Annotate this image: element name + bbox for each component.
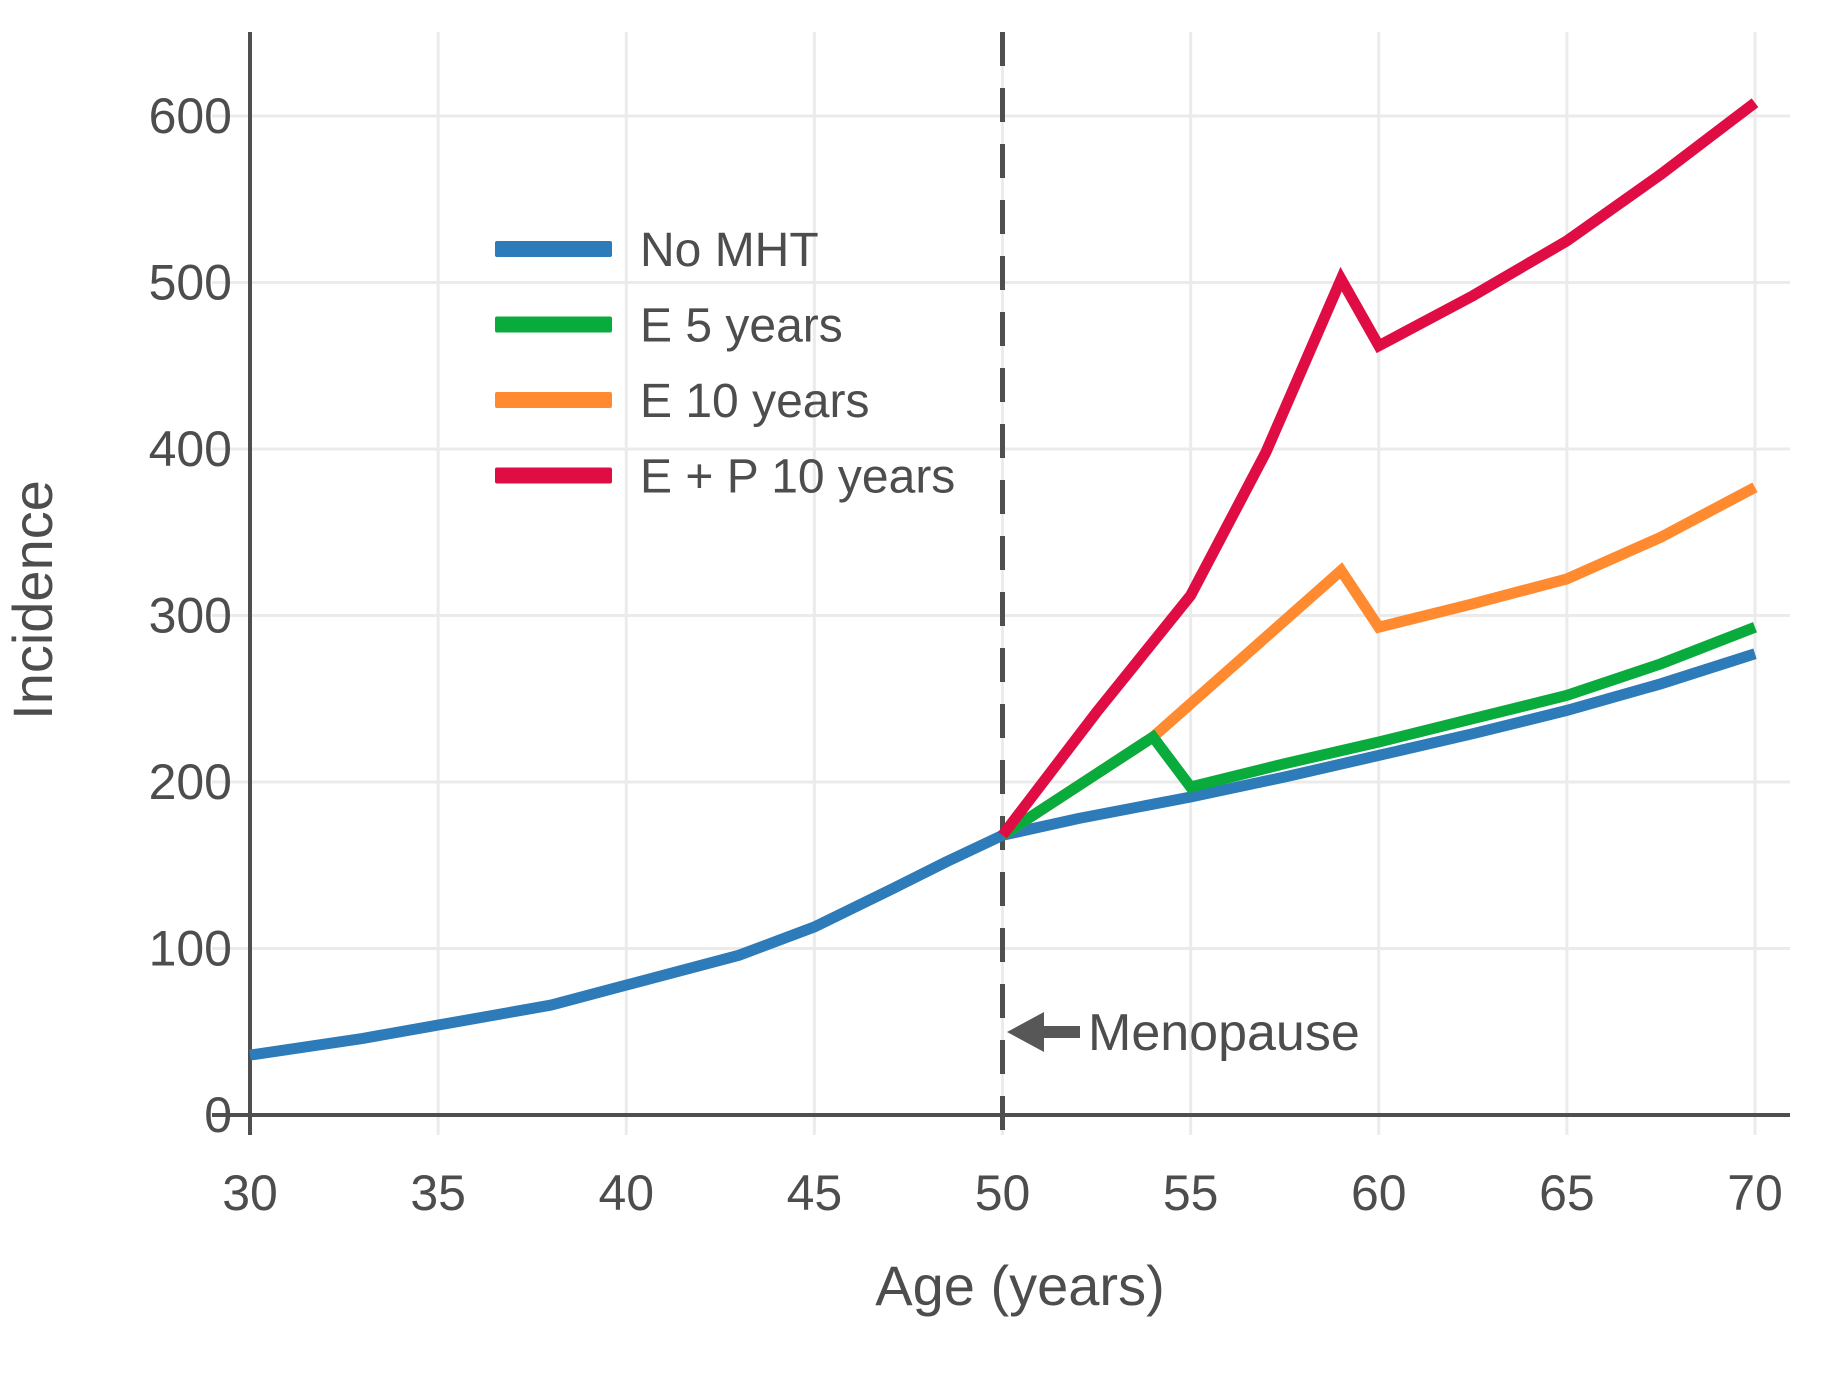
series-line-e-5-years xyxy=(999,622,1757,840)
legend-swatch xyxy=(495,392,612,408)
series-line-e-p-10-years xyxy=(998,98,1759,839)
x-tick-label: 35 xyxy=(410,1165,466,1221)
x-tick-label: 30 xyxy=(222,1165,278,1221)
legend-swatch xyxy=(495,241,612,257)
menopause-label: Menopause xyxy=(1088,1004,1360,1062)
legend-label: No MHT xyxy=(640,224,819,277)
series-lines xyxy=(249,98,1759,1061)
legend-item-e-10-years: E 10 years xyxy=(495,375,869,428)
x-axis-title: Age (years) xyxy=(875,1254,1164,1317)
legend-swatch xyxy=(495,467,612,484)
series-line-no-mht xyxy=(249,648,1757,1061)
y-tick-label: 500 xyxy=(149,255,232,311)
legend-item-e-5-years: E 5 years xyxy=(495,300,843,353)
legend-label: E + P 10 years xyxy=(640,451,955,504)
x-axis-tick-labels: 30 35 40 45 50 55 60 65 70 xyxy=(222,1165,1783,1221)
y-axis-title: Incidence xyxy=(1,480,64,720)
x-tick-label: 40 xyxy=(598,1165,654,1221)
legend: No MHT E 5 years E 10 years E + P 10 years xyxy=(495,224,955,504)
x-tick-label: 65 xyxy=(1539,1165,1595,1221)
y-tick-label: 0 xyxy=(204,1087,232,1143)
legend-item-no-mht: No MHT xyxy=(495,224,819,277)
series-line-e-10-years xyxy=(999,482,1758,840)
left-arrow-icon xyxy=(1007,1012,1080,1052)
y-tick-label: 600 xyxy=(149,88,232,144)
x-tick-label: 70 xyxy=(1727,1165,1783,1221)
y-axis-tick-labels: 0 100 200 300 400 500 600 xyxy=(149,88,232,1143)
x-tick-label: 45 xyxy=(787,1165,843,1221)
legend-swatch xyxy=(495,316,612,333)
legend-label: E 5 years xyxy=(640,300,843,353)
y-tick-label: 400 xyxy=(149,421,232,477)
x-tick-label: 55 xyxy=(1163,1165,1219,1221)
y-tick-label: 200 xyxy=(149,754,232,810)
legend-item-e-p-10-years: E + P 10 years xyxy=(495,451,955,504)
x-tick-label: 60 xyxy=(1351,1165,1407,1221)
menopause-annotation: Menopause xyxy=(1007,1004,1360,1062)
x-tick-label: 50 xyxy=(975,1165,1031,1221)
y-tick-label: 300 xyxy=(149,588,232,644)
y-tick-label: 100 xyxy=(149,921,232,977)
legend-label: E 10 years xyxy=(640,375,869,428)
